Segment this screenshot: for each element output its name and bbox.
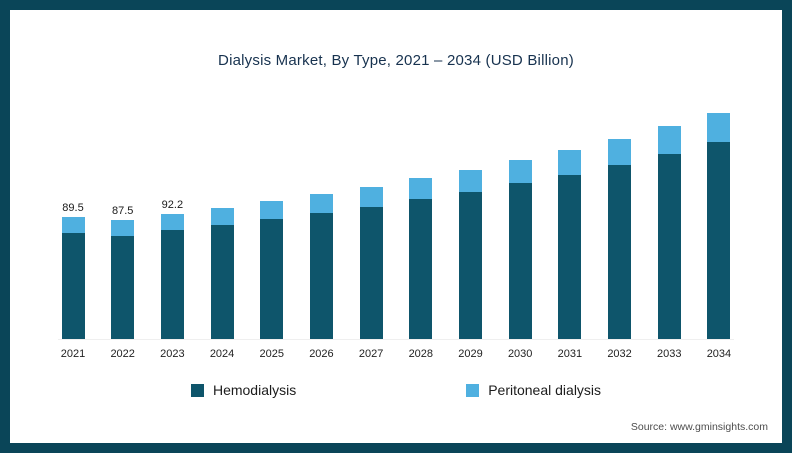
years-row: 2021 2022 2023 2024 2025 2026 2027 2028 2029 2030…: [58, 348, 734, 360]
chart-area: 89.5 87.5 92.2 2021 2022 2023 2024 2025 2026 202…: [58, 83, 734, 360]
bar-column: [306, 83, 336, 339]
bar-segment-peritoneal-dialysis: [459, 170, 482, 192]
x-axis-label: 2022: [110, 348, 135, 360]
bar-column: 92.2: [157, 83, 187, 339]
bar-column: [356, 83, 386, 339]
x-axis-label: 2028: [408, 348, 434, 360]
bar-stack: [657, 126, 681, 339]
bar-column: [257, 83, 287, 339]
legend-label: Hemodialysis: [212, 382, 297, 398]
bar-segment-peritoneal-dialysis: [508, 160, 532, 183]
legend-swatch: [466, 383, 480, 397]
x-axis-label: 2029: [458, 348, 483, 360]
bar-segment-peritoneal-dialysis: [608, 139, 632, 165]
bar-segment-hemodialysis: [309, 213, 333, 339]
bar-stack: [508, 160, 532, 339]
x-axis-label: 2032: [607, 348, 632, 360]
bar-stack: [459, 170, 482, 339]
x-axis-label: 2030: [507, 348, 533, 360]
bar-segment-hemodialysis: [160, 230, 184, 339]
source-attribution: Source: www.gminsights.com: [630, 421, 768, 433]
bar-segment-peritoneal-dialysis: [210, 208, 234, 225]
bar-stack: [111, 220, 135, 339]
legend-item-hemodialysis: Hemodialysis: [190, 382, 297, 398]
bar-segment-hemodialysis: [707, 142, 731, 339]
bar-segment-hemodialysis: [558, 175, 582, 339]
bar-stack: [608, 139, 632, 339]
bar-stack: [558, 150, 582, 339]
chart-title: Dialysis Market, By Type, 2021 – 2034 (U…: [218, 52, 574, 69]
x-axis-label: 2024: [209, 348, 235, 360]
bar-value-label: 87.5: [111, 205, 134, 217]
bar-column: [207, 83, 237, 339]
bar-column: [406, 83, 436, 339]
bar-stack: [160, 214, 184, 339]
x-axis-label: 2021: [60, 348, 86, 360]
bar-stack: [409, 178, 433, 339]
x-axis-label: 2031: [557, 348, 583, 360]
bar-value-label: 89.5: [62, 202, 84, 214]
bar-segment-hemodialysis: [409, 199, 433, 339]
legend-item-peritoneal-dialysis: Peritoneal dialysis: [466, 382, 601, 398]
bar-column: [555, 83, 585, 339]
bar-column: [654, 83, 684, 339]
bar-column: [505, 83, 535, 339]
bar-segment-peritoneal-dialysis: [409, 178, 433, 199]
x-axis-label: 2033: [657, 348, 682, 360]
bar-stack: [359, 187, 383, 339]
x-axis-label: 2034: [706, 348, 732, 360]
bar-stack: [309, 194, 333, 339]
bar-segment-hemodialysis: [359, 207, 383, 339]
bar-value-label: 92.2: [161, 199, 184, 211]
bar-segment-hemodialysis: [508, 183, 532, 339]
bar-segment-peritoneal-dialysis: [160, 214, 184, 230]
bar-segment-peritoneal-dialysis: [61, 217, 85, 233]
bar-segment-hemodialysis: [210, 225, 234, 339]
bar-segment-peritoneal-dialysis: [111, 220, 135, 236]
bar-stack: [210, 208, 234, 339]
bar-column: [605, 83, 635, 339]
legend: Hemodialysis Peritoneal dialysis: [10, 382, 782, 398]
bar-stack: [61, 217, 85, 339]
bar-stack: [707, 113, 731, 339]
bar-segment-peritoneal-dialysis: [359, 187, 383, 207]
x-axis-label: 2027: [358, 348, 384, 360]
bar-column: 87.5: [108, 83, 138, 339]
bar-segment-peritoneal-dialysis: [260, 201, 284, 219]
bar-stack: [260, 201, 284, 339]
bar-segment-hemodialysis: [657, 154, 681, 339]
bar-segment-hemodialysis: [608, 165, 632, 339]
legend-swatch: [190, 383, 204, 397]
legend-label: Peritoneal dialysis: [488, 382, 602, 398]
bar-segment-peritoneal-dialysis: [657, 126, 681, 154]
x-axis-label: 2023: [160, 348, 185, 360]
bar-column: [456, 83, 486, 339]
x-axis-label: 2025: [259, 348, 284, 360]
bar-segment-hemodialysis: [260, 219, 284, 339]
bar-segment-peritoneal-dialysis: [558, 150, 582, 175]
bars-row: 89.5 87.5 92.2: [58, 83, 734, 340]
bar-segment-hemodialysis: [61, 233, 85, 339]
x-axis-label: 2026: [309, 348, 334, 360]
bar-column: [704, 83, 734, 339]
bar-segment-hemodialysis: [459, 192, 482, 339]
bar-segment-peritoneal-dialysis: [309, 194, 333, 213]
bar-column: 89.5: [58, 83, 88, 339]
bar-segment-hemodialysis: [111, 236, 135, 339]
bar-segment-peritoneal-dialysis: [707, 113, 731, 142]
